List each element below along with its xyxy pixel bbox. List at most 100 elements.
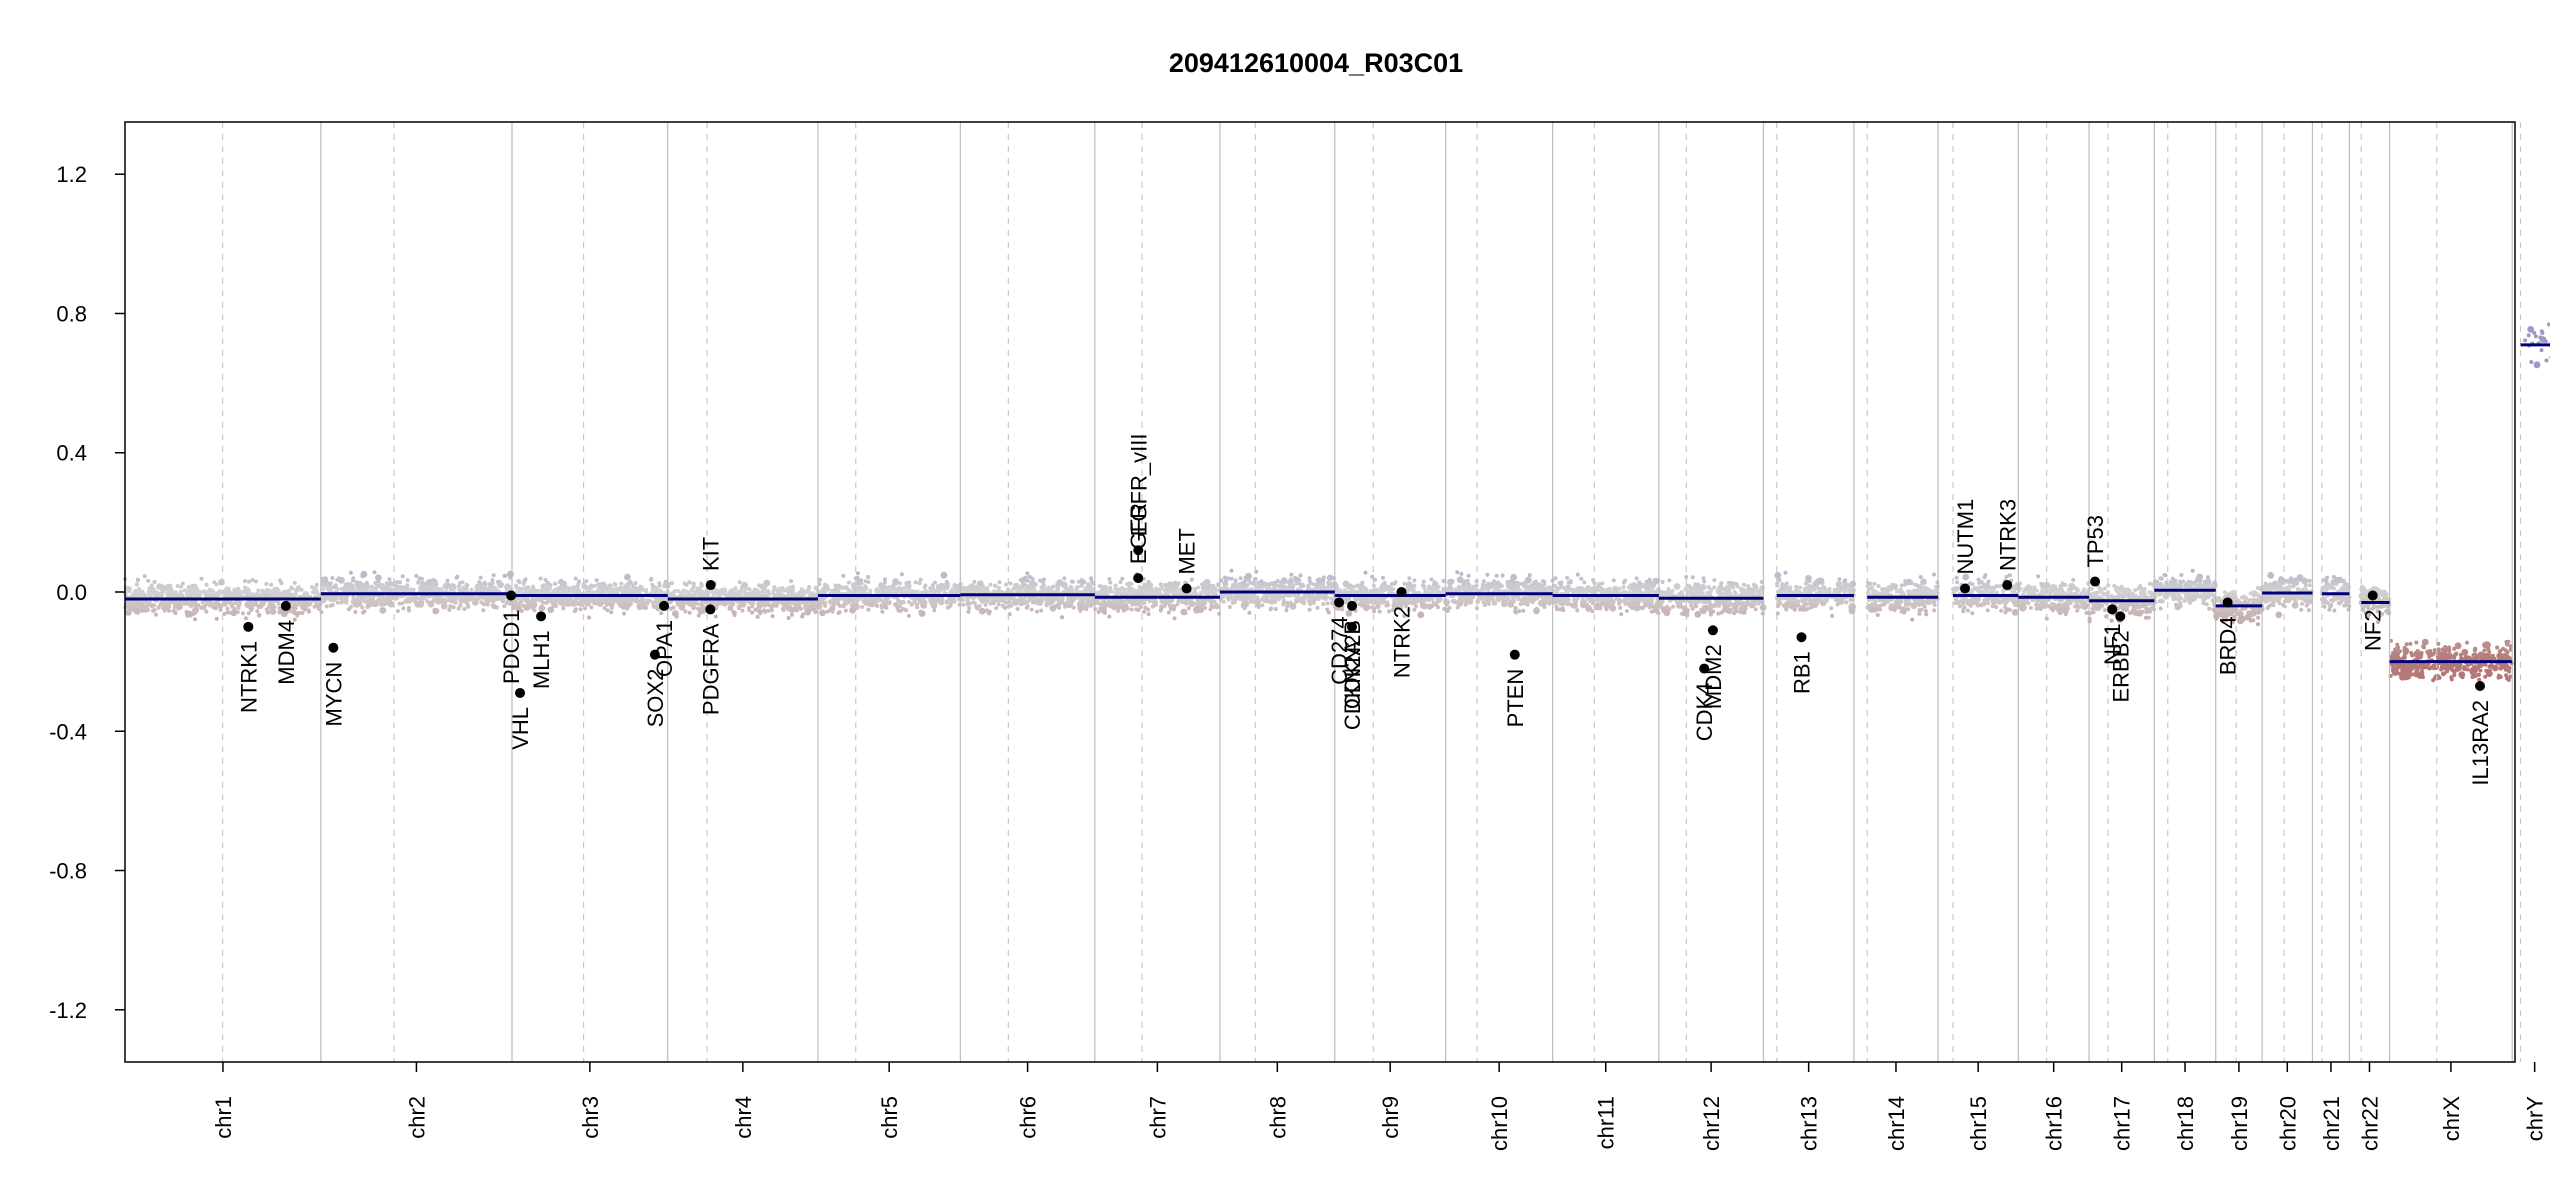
probe-point [179, 584, 184, 589]
probe-point [1265, 586, 1269, 590]
probe-point [755, 614, 760, 619]
chart-title: 209412610004_R03C01 [1169, 48, 1463, 78]
probe-point [1050, 600, 1055, 605]
probe-point [490, 581, 495, 586]
probe-point [1134, 607, 1139, 612]
probe-point [753, 607, 758, 612]
probe-point [913, 580, 918, 585]
probe-point [1126, 582, 1131, 587]
probe-point [691, 581, 696, 586]
probe-point [859, 578, 864, 583]
probe-point [770, 614, 775, 619]
probe-point [222, 611, 227, 616]
probe-point [490, 603, 495, 608]
probe-point [1172, 616, 1177, 621]
probe-point [1295, 576, 1300, 581]
probe-point [325, 580, 330, 585]
probe-point [228, 593, 233, 598]
probe-point [970, 589, 975, 594]
probe-point [877, 597, 882, 602]
probe-point [199, 576, 204, 581]
probe-point [186, 585, 191, 589]
probe-point [1405, 581, 1413, 588]
probe-point [861, 587, 866, 592]
probe-point [1071, 579, 1075, 584]
probe-point [895, 596, 900, 601]
probe-point [878, 582, 883, 587]
probe-point [527, 599, 532, 604]
probe-point [464, 582, 469, 587]
probe-point [594, 578, 599, 583]
probe-point [1412, 578, 1417, 583]
probe-point [627, 587, 634, 595]
probe-point [1393, 580, 1398, 585]
probe-point [327, 585, 332, 590]
probe-point [250, 578, 255, 582]
probe-point [1315, 578, 1320, 583]
probe-point [727, 606, 732, 611]
probe-point [1399, 597, 1404, 602]
probe-point [763, 589, 768, 594]
probe-point [922, 604, 927, 609]
probe-point [494, 605, 499, 610]
probe-point [683, 594, 687, 599]
probe-point [458, 603, 463, 608]
probe-point [240, 590, 245, 595]
probe-point [699, 583, 704, 588]
probe-point [779, 592, 784, 597]
probe-point [929, 590, 933, 595]
probe-point [1074, 586, 1079, 591]
probe-point [810, 607, 815, 612]
probe-point [1566, 590, 1571, 595]
probe-point [901, 599, 906, 604]
probe-point [766, 608, 771, 613]
probe-point [1376, 605, 1381, 610]
probe-point [559, 596, 563, 601]
probe-point [195, 587, 200, 592]
probe-point [1107, 614, 1112, 619]
probe-point [650, 589, 655, 594]
probe-point [791, 608, 796, 613]
probe-point [1377, 609, 1382, 614]
probe-point [176, 606, 181, 611]
probe-point [138, 592, 143, 597]
probe-point [453, 600, 458, 605]
probe-point [1521, 608, 1526, 613]
probe-point [1558, 607, 1563, 612]
probe-point [875, 590, 880, 595]
probe-point [935, 596, 940, 601]
probe-point [828, 599, 832, 604]
probe-point [155, 591, 160, 595]
probe-point [1357, 597, 1362, 602]
probe-point [932, 608, 937, 613]
probe-point [344, 582, 348, 587]
probe-point [1461, 579, 1468, 587]
probe-point [769, 608, 774, 613]
probe-point [387, 577, 392, 582]
probe-point [1310, 593, 1315, 598]
probe-point [825, 609, 830, 614]
probe-point [1079, 583, 1084, 588]
probe-point [775, 592, 780, 597]
probe-point [659, 588, 663, 593]
probe-point [223, 602, 228, 607]
probe-point [375, 584, 379, 589]
probe-point [1103, 586, 1108, 591]
probe-point [1644, 579, 1649, 584]
probe-point [372, 570, 377, 575]
probe-point [559, 589, 564, 593]
probe-point [1372, 609, 1376, 614]
probe-point [1427, 605, 1432, 610]
probe-point [194, 593, 199, 598]
probe-point [397, 601, 402, 606]
probe-point [395, 609, 400, 613]
probe-point [354, 580, 359, 585]
probe-point [217, 589, 222, 594]
probe-point [1384, 603, 1389, 608]
probe-point [1623, 597, 1627, 601]
probe-point [416, 580, 421, 585]
probe-point [189, 600, 194, 605]
probe-point [358, 581, 363, 586]
probe-point [1534, 579, 1538, 584]
probe-point [564, 602, 569, 607]
